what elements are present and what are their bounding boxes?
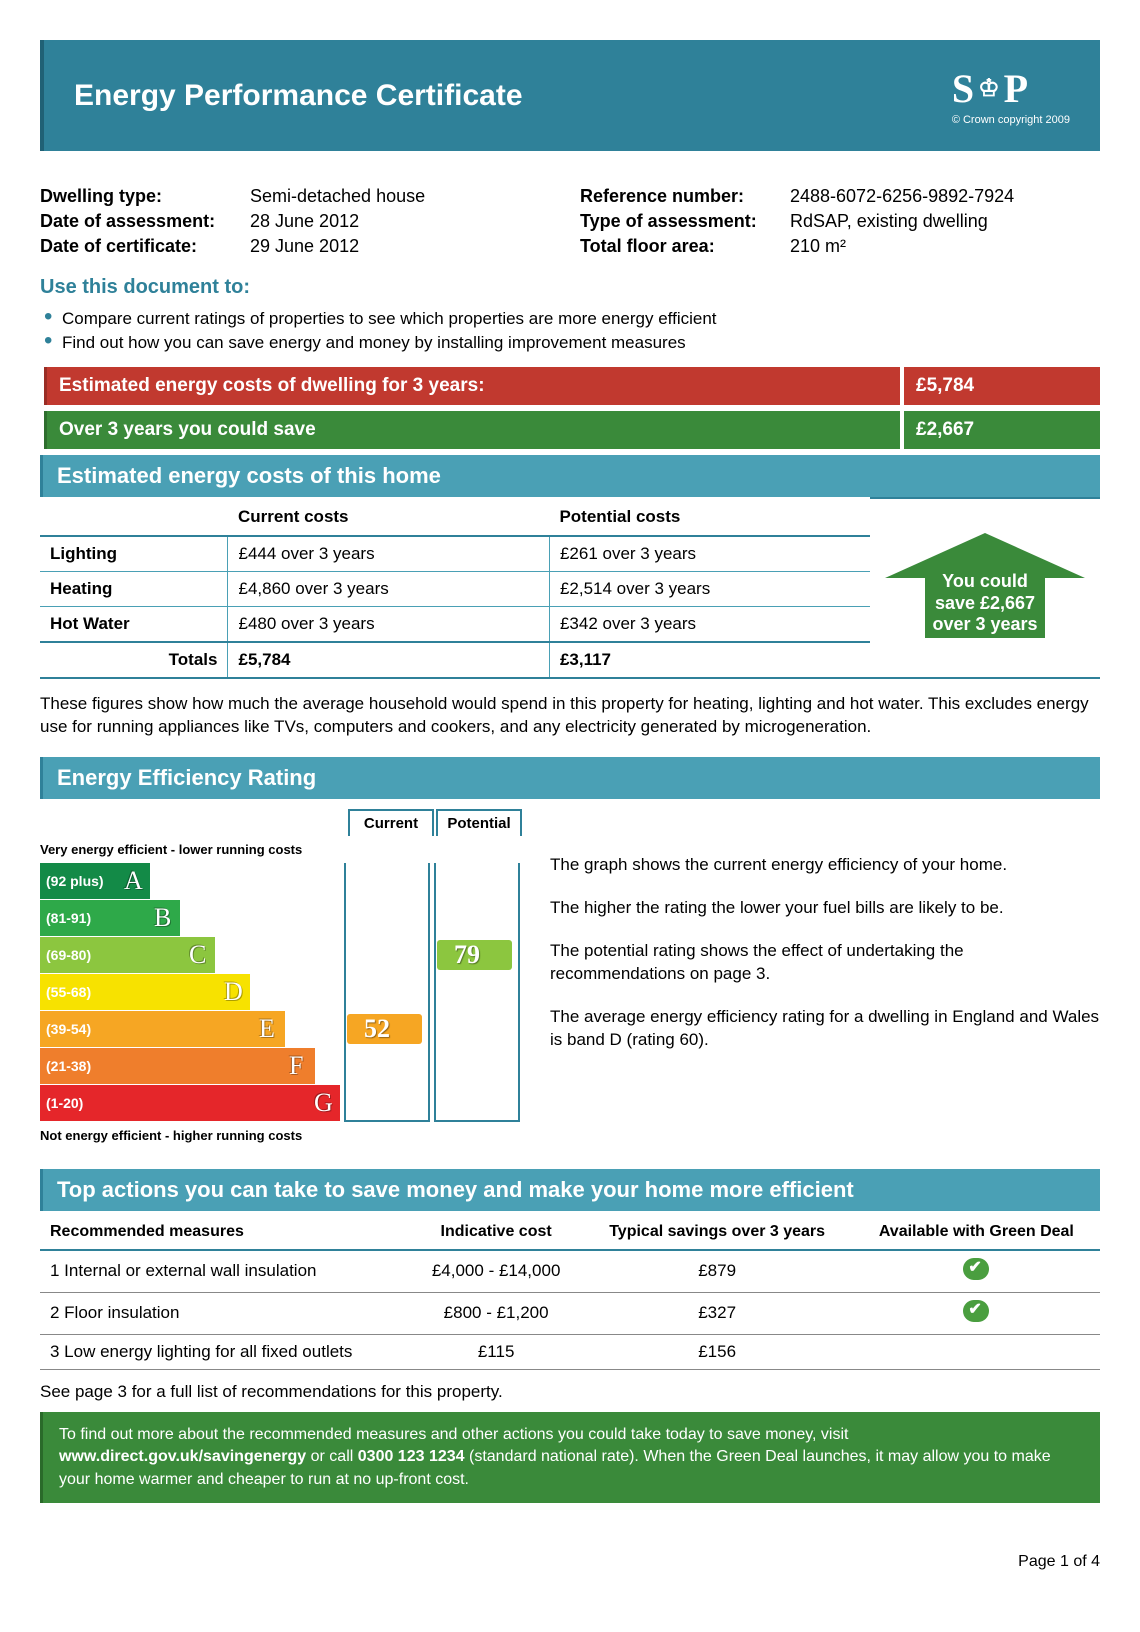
- rating-band: (21-38)F: [40, 1048, 315, 1084]
- detail-row: Total floor area:210 m²: [580, 236, 1100, 257]
- actions-table: Recommended measuresIndicative costTypic…: [40, 1215, 1100, 1370]
- rating-chart: Current Potential Very energy efficient …: [40, 809, 520, 1149]
- cost-row: Hot Water£480 over 3 years£342 over 3 ye…: [40, 607, 870, 643]
- action-row: 1 Internal or external wall insulation£4…: [40, 1250, 1100, 1293]
- detail-row: Date of assessment:28 June 2012: [40, 211, 560, 232]
- action-row: 3 Low energy lighting for all fixed outl…: [40, 1334, 1100, 1369]
- rating-band: (81-91)B: [40, 900, 180, 936]
- rating-pointer: 52: [332, 1014, 422, 1044]
- savings-arrow: You could save £2,667 over 3 years: [885, 533, 1085, 643]
- costs-grid: Current costsPotential costs Lighting£44…: [40, 497, 1100, 679]
- action-row: 2 Floor insulation£800 - £1,200£327: [40, 1292, 1100, 1334]
- rating-band: (92 plus)A: [40, 863, 150, 899]
- rating-band: (55-68)D: [40, 974, 250, 1010]
- actions-section-header: Top actions you can take to save money a…: [40, 1169, 1100, 1211]
- copyright-text: © Crown copyright 2009: [952, 114, 1070, 126]
- costs-explain: These figures show how much the average …: [40, 693, 1100, 739]
- page-title: Energy Performance Certificate: [74, 79, 523, 113]
- page-number: Page 1 of 4: [40, 1553, 1100, 1571]
- rating-band: (1-20)G: [40, 1085, 340, 1121]
- header-banner: Energy Performance Certificate S ♔ P © C…: [40, 40, 1100, 151]
- cost-summary-bars: Estimated energy costs of dwelling for 3…: [40, 367, 1100, 449]
- costs-section-header: Estimated energy costs of this home: [40, 455, 1100, 497]
- use-doc-item: Find out how you can save energy and mon…: [40, 331, 1100, 355]
- use-document-section: Use this document to: Compare current ra…: [40, 276, 1100, 355]
- rating-section: Current Potential Very energy efficient …: [40, 809, 1100, 1149]
- rating-pointer: 79: [422, 940, 512, 970]
- detail-row: Date of certificate:29 June 2012: [40, 236, 560, 257]
- cost-totals: Totals£5,784£3,117: [40, 642, 870, 678]
- costs-table: Current costsPotential costs Lighting£44…: [40, 499, 870, 679]
- rating-band: (39-54)E: [40, 1011, 285, 1047]
- cost-bar: Estimated energy costs of dwelling for 3…: [44, 367, 1100, 405]
- check-icon: [963, 1300, 989, 1322]
- rating-description: The graph shows the current energy effic…: [550, 809, 1100, 1149]
- cost-row: Lighting£444 over 3 years£261 over 3 yea…: [40, 536, 870, 572]
- cost-bar: Over 3 years you could save£2,667: [44, 411, 1100, 449]
- see-page-text: See page 3 for a full list of recommenda…: [40, 1382, 1100, 1402]
- property-details: Dwelling type:Semi-detached house Date of…: [40, 186, 1100, 261]
- green-deal-box: To find out more about the recommended m…: [40, 1412, 1100, 1503]
- rating-band: (69-80)C: [40, 937, 215, 973]
- check-icon: [963, 1258, 989, 1280]
- use-doc-item: Compare current ratings of properties to…: [40, 307, 1100, 331]
- sap-logo: S ♔ P © Crown copyright 2009: [952, 65, 1070, 126]
- detail-row: Dwelling type:Semi-detached house: [40, 186, 560, 207]
- cost-row: Heating£4,860 over 3 years£2,514 over 3 …: [40, 572, 870, 607]
- use-doc-title: Use this document to:: [40, 276, 1100, 299]
- detail-row: Type of assessment:RdSAP, existing dwell…: [580, 211, 1100, 232]
- rating-section-header: Energy Efficiency Rating: [40, 757, 1100, 799]
- detail-row: Reference number:2488-6072-6256-9892-792…: [580, 186, 1100, 207]
- crown-icon: ♔: [978, 74, 1002, 103]
